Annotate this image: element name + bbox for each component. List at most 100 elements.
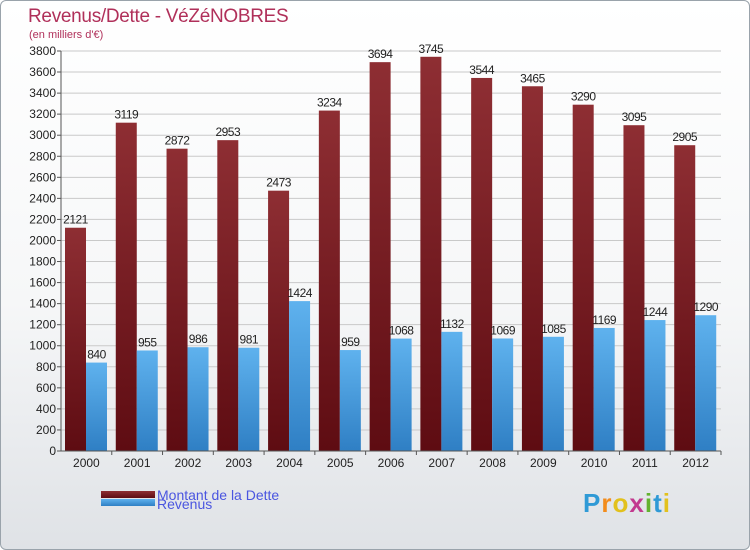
data-label: 3465 <box>520 71 546 85</box>
legend-swatch-revenus <box>101 499 155 506</box>
y-tick-label: 1600 <box>29 276 56 290</box>
x-tick-label: 2012 <box>682 456 709 470</box>
data-label: 2121 <box>63 213 89 227</box>
data-label: 1068 <box>389 324 415 338</box>
logo-letter: o <box>612 488 630 518</box>
bar-dette <box>369 62 391 451</box>
x-tick-label: 2008 <box>479 456 506 470</box>
data-label: 1085 <box>541 322 567 336</box>
data-label: 955 <box>138 335 157 349</box>
y-tick-label: 1400 <box>29 297 56 311</box>
data-label: 3290 <box>571 90 597 104</box>
x-tick-label: 2001 <box>124 456 151 470</box>
x-tick-label: 2002 <box>175 456 202 470</box>
x-tick-label: 2005 <box>327 456 354 470</box>
data-label: 1169 <box>592 313 617 327</box>
bar-dette <box>268 190 290 451</box>
legend-label-revenus: Revenus <box>157 496 213 512</box>
y-tick-label: 1800 <box>29 255 56 269</box>
y-tick-label: 400 <box>36 402 56 416</box>
y-tick-label: 2400 <box>29 191 56 205</box>
data-label: 2905 <box>672 130 698 144</box>
y-tick-label: 2200 <box>29 212 56 226</box>
bar-dette <box>674 145 696 452</box>
x-tick-label: 2007 <box>428 456 455 470</box>
chart-title: Revenus/Dette - VéZéNOBRES <box>28 6 289 27</box>
legend-swatch-debt <box>101 491 155 498</box>
data-label: 3544 <box>469 63 495 77</box>
y-tick-label: 2800 <box>29 149 56 163</box>
x-tick-label: 2010 <box>581 456 608 470</box>
bar-revenus <box>542 336 564 451</box>
x-tick-label: 2011 <box>632 456 658 470</box>
data-label: 1132 <box>440 317 465 331</box>
bar-dette <box>521 86 543 452</box>
y-tick-label: 0 <box>49 444 56 458</box>
bar-revenus <box>86 362 107 451</box>
data-label: 1424 <box>287 286 313 300</box>
bar-revenus <box>289 301 311 451</box>
bar-revenus <box>593 327 615 451</box>
y-tick-label: 200 <box>36 423 56 437</box>
y-tick-label: 2600 <box>29 170 56 184</box>
y-tick-label: 3400 <box>29 86 56 100</box>
y-tick-label: 3800 <box>29 44 56 58</box>
data-label: 1244 <box>643 305 669 319</box>
bar-dette <box>318 110 340 451</box>
data-label: 1290 <box>693 300 719 314</box>
chart-subtitle: (en milliers d'€) <box>29 29 104 41</box>
data-label: 3234 <box>317 96 343 110</box>
x-tick-label: 2003 <box>225 456 252 470</box>
data-label: 2872 <box>165 134 191 148</box>
bar-dette <box>65 227 86 451</box>
bar-revenus <box>238 347 260 451</box>
data-label: 3694 <box>368 47 394 61</box>
bar-revenus <box>339 350 361 451</box>
data-label: 986 <box>189 332 208 346</box>
bar-revenus <box>390 338 412 451</box>
bar-dette <box>623 125 645 452</box>
bar-dette <box>166 148 188 451</box>
bar-revenus <box>136 350 158 451</box>
x-tick-label: 2004 <box>276 456 303 470</box>
data-label: 840 <box>87 348 106 362</box>
y-tick-label: 3000 <box>29 128 56 142</box>
y-tick-label: 800 <box>36 360 56 374</box>
data-label: 959 <box>341 335 360 349</box>
data-label: 3119 <box>114 108 139 122</box>
bar-revenus <box>492 338 514 451</box>
x-tick-label: 2009 <box>530 456 557 470</box>
logo-letter: P <box>583 488 602 518</box>
proxiti-logo: Proxiti <box>583 488 671 519</box>
y-tick-label: 1000 <box>29 339 56 353</box>
bar-dette <box>572 104 594 452</box>
data-label: 3745 <box>419 42 445 56</box>
x-tick-label: 2006 <box>378 456 405 470</box>
y-tick-label: 600 <box>36 381 56 395</box>
data-label: 981 <box>240 333 259 347</box>
logo-letter: t <box>653 488 663 518</box>
bar-revenus <box>644 320 666 451</box>
y-tick-label: 1200 <box>29 318 56 332</box>
bar-dette <box>217 140 239 451</box>
logo-letter: i <box>644 488 654 518</box>
legend-label-debt: Montant de la Dette <box>157 487 280 503</box>
bar-revenus <box>441 331 463 451</box>
logo-letter: r <box>601 488 613 518</box>
bar-dette <box>471 77 493 452</box>
data-label: 2953 <box>215 125 241 139</box>
x-tick-label: 2000 <box>73 456 100 470</box>
y-tick-label: 3200 <box>29 107 56 121</box>
logo-letter: i <box>662 488 671 518</box>
bar-dette <box>115 122 137 452</box>
bar-revenus <box>695 315 717 451</box>
bar-dette <box>420 56 442 451</box>
data-label: 3095 <box>622 110 648 124</box>
y-tick-label: 2000 <box>29 233 56 247</box>
bar-revenus <box>187 347 209 451</box>
data-label: 1069 <box>490 323 516 337</box>
data-label: 2473 <box>266 176 292 190</box>
logo-letter: x <box>629 488 645 518</box>
